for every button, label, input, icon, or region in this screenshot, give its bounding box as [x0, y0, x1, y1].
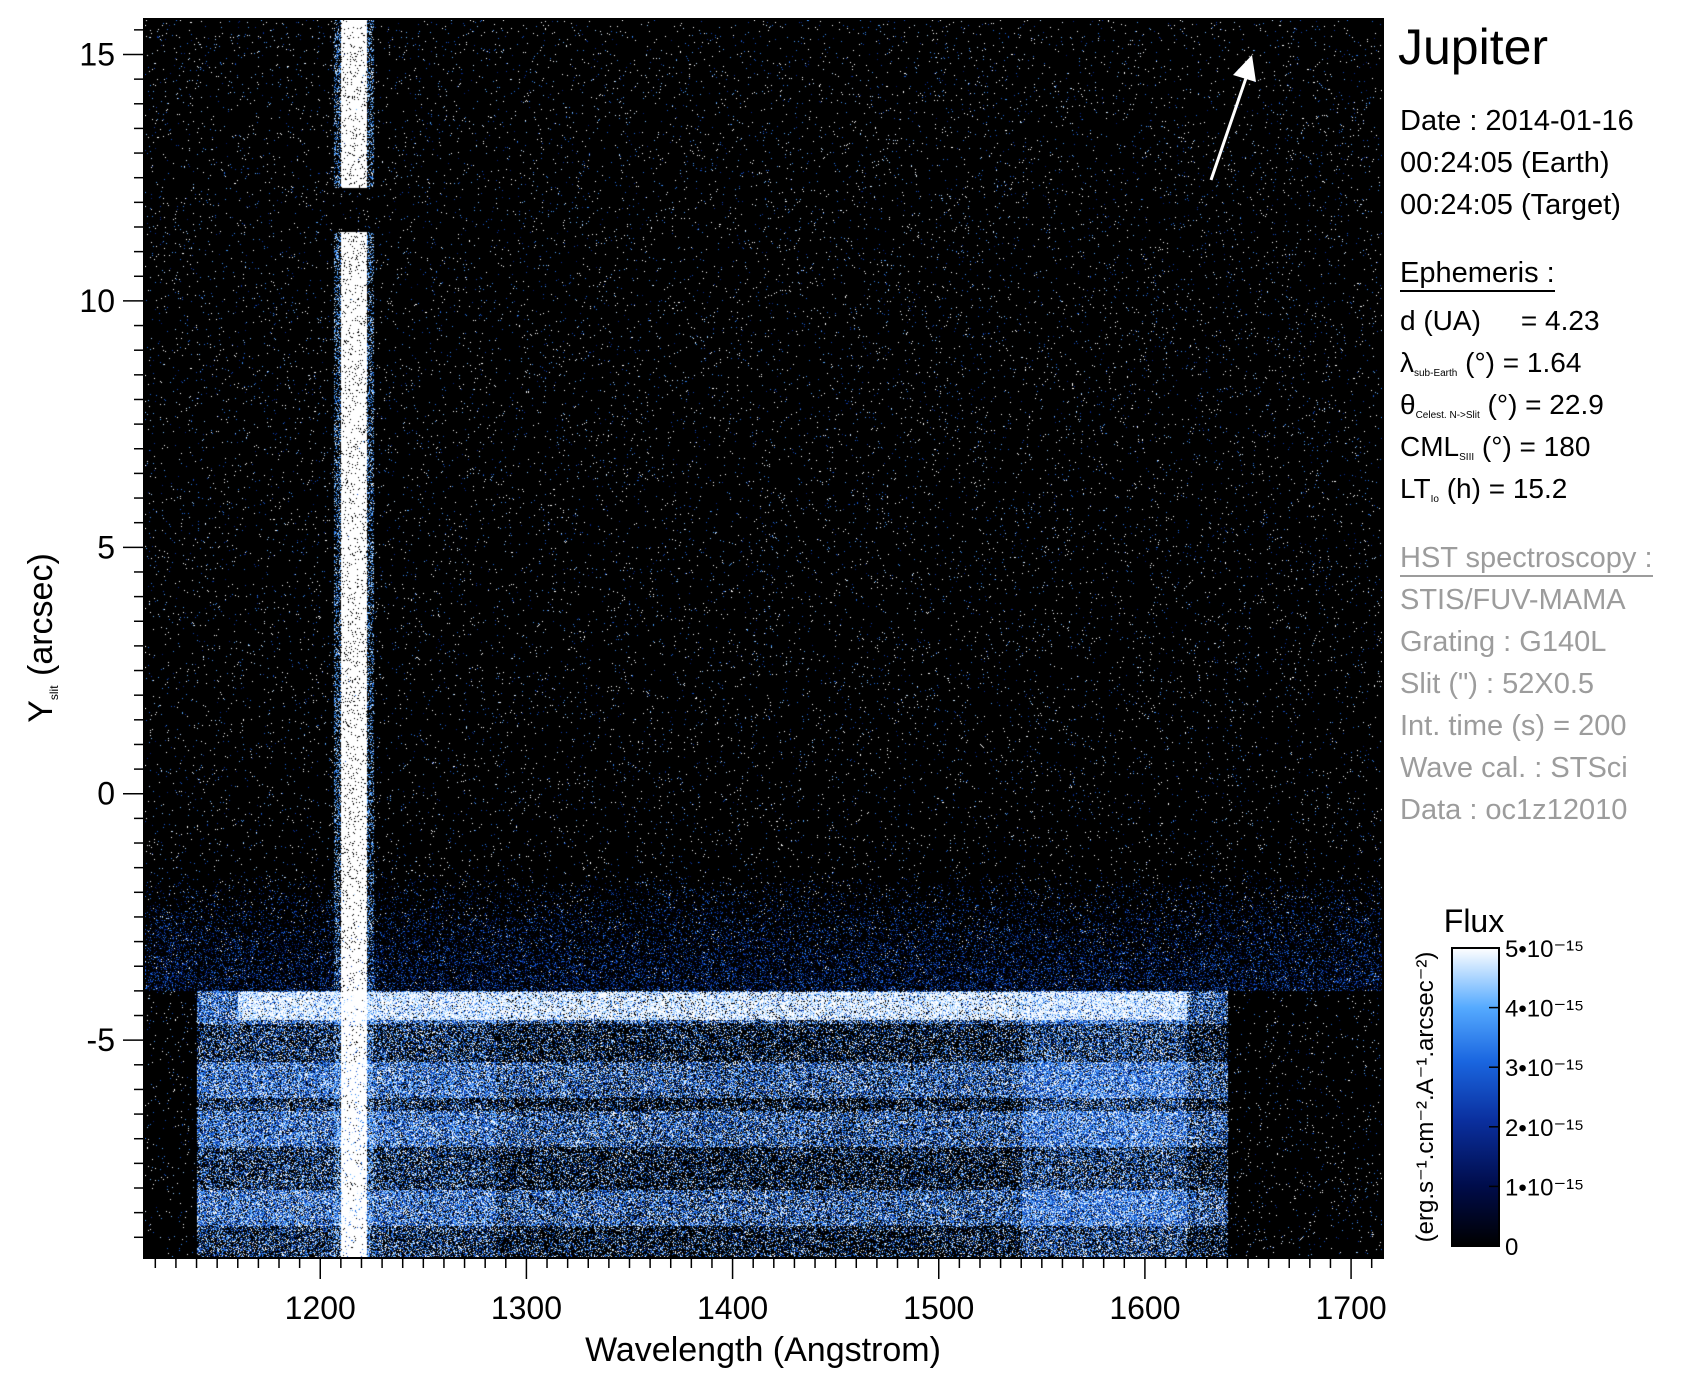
plot-area-border [143, 18, 1384, 1259]
colorbar-tick-label: 5•10⁻¹⁵ [1505, 936, 1584, 963]
hst-header: HST spectroscopy : [1400, 544, 1653, 577]
date-line: Date : 2014-01-16 [1400, 105, 1634, 137]
x-axis: 1200 1300 1400 1500 1600 1700 [154, 1257, 1387, 1326]
colorbar-units: (erg.s⁻¹.cm⁻².A⁻¹.arcsec⁻²) [1412, 952, 1439, 1243]
instrument: STIS/FUV-MAMA [1400, 584, 1626, 616]
target-time: 00:24:05 (Target) [1400, 189, 1621, 221]
panel-title: Jupiter [1398, 19, 1549, 75]
x-tick-label: 1400 [697, 1290, 768, 1326]
x-tick-label: 1700 [1315, 1290, 1386, 1326]
y-axis: 15 10 5 0 -5 [79, 29, 145, 1239]
colorbar-ticks: 0 1•10⁻¹⁵ 2•10⁻¹⁵ 3•10⁻¹⁵ 4•10⁻¹⁵ 5•10⁻¹⁵ [1489, 936, 1584, 1261]
colorbar-title: Flux [1444, 903, 1504, 939]
colorbar-tick-label: 4•10⁻¹⁵ [1505, 996, 1584, 1023]
x-tick-label: 1200 [285, 1290, 356, 1326]
eph-distance: d (UA) = 4.23 [1400, 305, 1600, 336]
colorbar-tick-label: 2•10⁻¹⁵ [1505, 1115, 1584, 1142]
colorbar-tick-label: 1•10⁻¹⁵ [1505, 1174, 1584, 1201]
y-tick-label: 10 [79, 283, 115, 319]
eph-cml: CMLSIII (°) = 180 [1400, 431, 1591, 463]
eph-lt: LTIo (h) = 15.2 [1400, 473, 1568, 505]
ephemeris-header: Ephemeris : [1400, 259, 1555, 292]
x-tick-label: 1300 [491, 1290, 562, 1326]
y-axis-label: Yslit (arcsec) [22, 553, 61, 723]
eph-theta: θCelest. N->Slit (°) = 22.9 [1400, 389, 1604, 421]
spectrum-heatmap [145, 20, 1382, 1257]
grating: Grating : G140L [1400, 626, 1607, 658]
colorbar-tick-label: 0 [1505, 1234, 1518, 1261]
colorbar-tick-label: 3•10⁻¹⁵ [1505, 1055, 1584, 1082]
x-tick-label: 1600 [1109, 1290, 1180, 1326]
slit: Slit (") : 52X0.5 [1400, 668, 1595, 700]
y-tick-label: 0 [97, 776, 115, 812]
int-time: Int. time (s) = 200 [1400, 710, 1627, 742]
x-tick-label: 1500 [903, 1290, 974, 1326]
earth-time: 00:24:05 (Earth) [1400, 147, 1610, 179]
data-id: Data : oc1z12010 [1400, 794, 1628, 826]
wave-cal: Wave cal. : STSci [1400, 752, 1628, 784]
y-tick-label: -5 [87, 1022, 115, 1058]
y-tick-label: 5 [97, 529, 115, 565]
y-tick-label: 15 [79, 36, 115, 72]
north-arrow-icon [1209, 55, 1256, 181]
colorbar [1451, 947, 1500, 1247]
eph-lambda: λsub-Earth (°) = 1.64 [1400, 347, 1582, 379]
x-axis-label: Wavelength (Angstrom) [585, 1331, 941, 1369]
